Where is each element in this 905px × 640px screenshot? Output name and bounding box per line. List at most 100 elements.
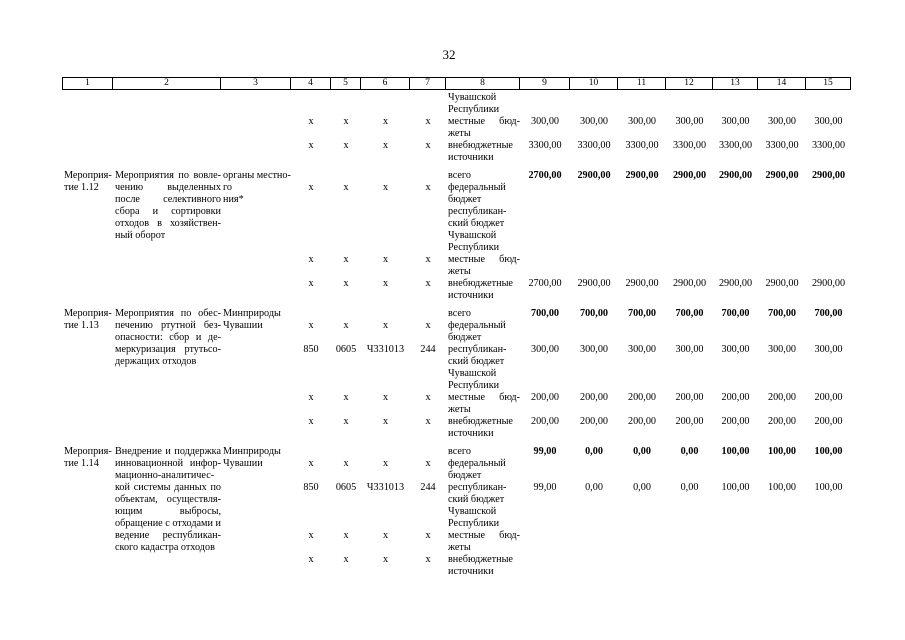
table-line-text: 2900,00 [765,278,799,289]
col-1-cell [62,92,113,164]
table-line-text [806,152,851,164]
table-line-text [758,368,806,380]
table-line-text: го самоуправле- [223,182,233,193]
table-line-text [758,380,806,392]
table-line-text [64,104,113,116]
table-line-text [64,230,113,242]
table-line-text [64,290,113,302]
table-line-text [361,404,410,416]
table-line-text [570,428,618,440]
table-line-text [291,308,331,320]
table-line-text [713,182,758,194]
table-line-text [291,368,331,380]
col-1-cell: Мероприя-тие 1.12 [62,170,113,302]
table-line-text: ского кадастра отходов [115,542,215,553]
table-line-text [361,518,410,530]
table-line-text [361,128,410,140]
col-11-cell: 0,00 0,00 [618,446,666,578]
table-line-text [618,518,666,530]
table-line-text [410,356,446,368]
table-line-text [806,332,851,344]
table-line-text [520,152,570,164]
table-line-text [64,356,113,368]
col-14-cell: 300,00 3300,00 [758,92,806,164]
table-line-text [806,182,851,194]
col-4-cell: х х х [291,170,331,302]
table-line-text: Чувашской [448,92,497,103]
table-line-text: бюджет [448,332,482,343]
table-line-text [570,254,618,266]
table-line-text [223,554,291,566]
header-cell-9: 9 [520,78,570,89]
table-line-text: 0605 [335,344,357,355]
table-line-text: 200,00 [530,392,559,403]
table-line-text: 300,00 [675,344,704,355]
table-line-text [223,470,291,482]
table-line-text: жеты [448,128,471,139]
table-line-text [520,554,570,566]
table-line-text [223,380,291,392]
table-line-text [331,290,361,302]
header-cell-1: 1 [62,78,113,89]
table-line-text [758,230,806,242]
table-line-text: объектам, осуществля- [115,494,221,505]
table-line-text: 700,00 [579,308,608,319]
table-line-text [331,428,361,440]
table-line-text: 0,00 [633,446,651,457]
table-line-text: 3300,00 [625,140,659,151]
col-5-cell: х 0605 х х [331,446,361,578]
table-line-text [758,470,806,482]
header-cell-10: 10 [570,78,618,89]
table-line-text [361,290,410,302]
table-line-text [64,218,113,230]
table-line-text [223,530,291,542]
col-1-cell: Мероприя-тие 1.14 [62,446,113,578]
table-line-text: жеты [448,542,471,553]
table-line-text [361,242,410,254]
header-cell-5: 5 [331,78,361,89]
table-line-text [361,356,410,368]
table-line-text [331,518,361,530]
table-line-text [666,92,713,104]
table-line-text [115,92,221,104]
table-line-text: после селективного [115,194,221,205]
table-line-text [570,542,618,554]
table-line-text [618,266,666,278]
table-line-text [64,140,113,152]
table-line-text [570,470,618,482]
table-line-text: внебюджетные [448,278,513,289]
table-line-text [520,380,570,392]
table-line-text [291,92,331,104]
table-line-text [223,368,291,380]
col-5-cell: х 0605 х х [331,308,361,440]
table-line-text [570,266,618,278]
col-14-cell: 700,00 300,00 200,00 200,00 [758,308,806,440]
table-line-text: Республики [448,380,500,391]
table-line-text [291,470,331,482]
table-line-text [115,566,221,578]
col-3-cell: Минприроды Чувашии [221,308,291,440]
table-line-text: внебюджетные [448,416,513,427]
table-line-text [331,470,361,482]
table-line-text: х [425,140,431,151]
table-line-text: 100,00 [767,482,796,493]
table-line-text [520,518,570,530]
table-line-text [331,308,361,320]
table-line-text [291,170,331,182]
table-line-text: 3300,00 [811,140,846,151]
table-line-text: всего [448,446,471,457]
table-line-text [291,518,331,530]
table-line-text [410,92,446,104]
col-13-cell: 100,00 100,00 [713,446,758,578]
table-line-text: х [382,458,389,469]
table-line-text [115,380,221,392]
table-line-text: федеральный [448,458,506,469]
table-line-text [713,104,758,116]
table-line-text [570,506,618,518]
table-line-text [115,128,221,140]
col-7-cell: х 244 х х [410,446,446,578]
table-line-text: жеты [448,404,471,415]
table-line-text: всего [448,170,471,181]
table-line-text [666,494,713,506]
